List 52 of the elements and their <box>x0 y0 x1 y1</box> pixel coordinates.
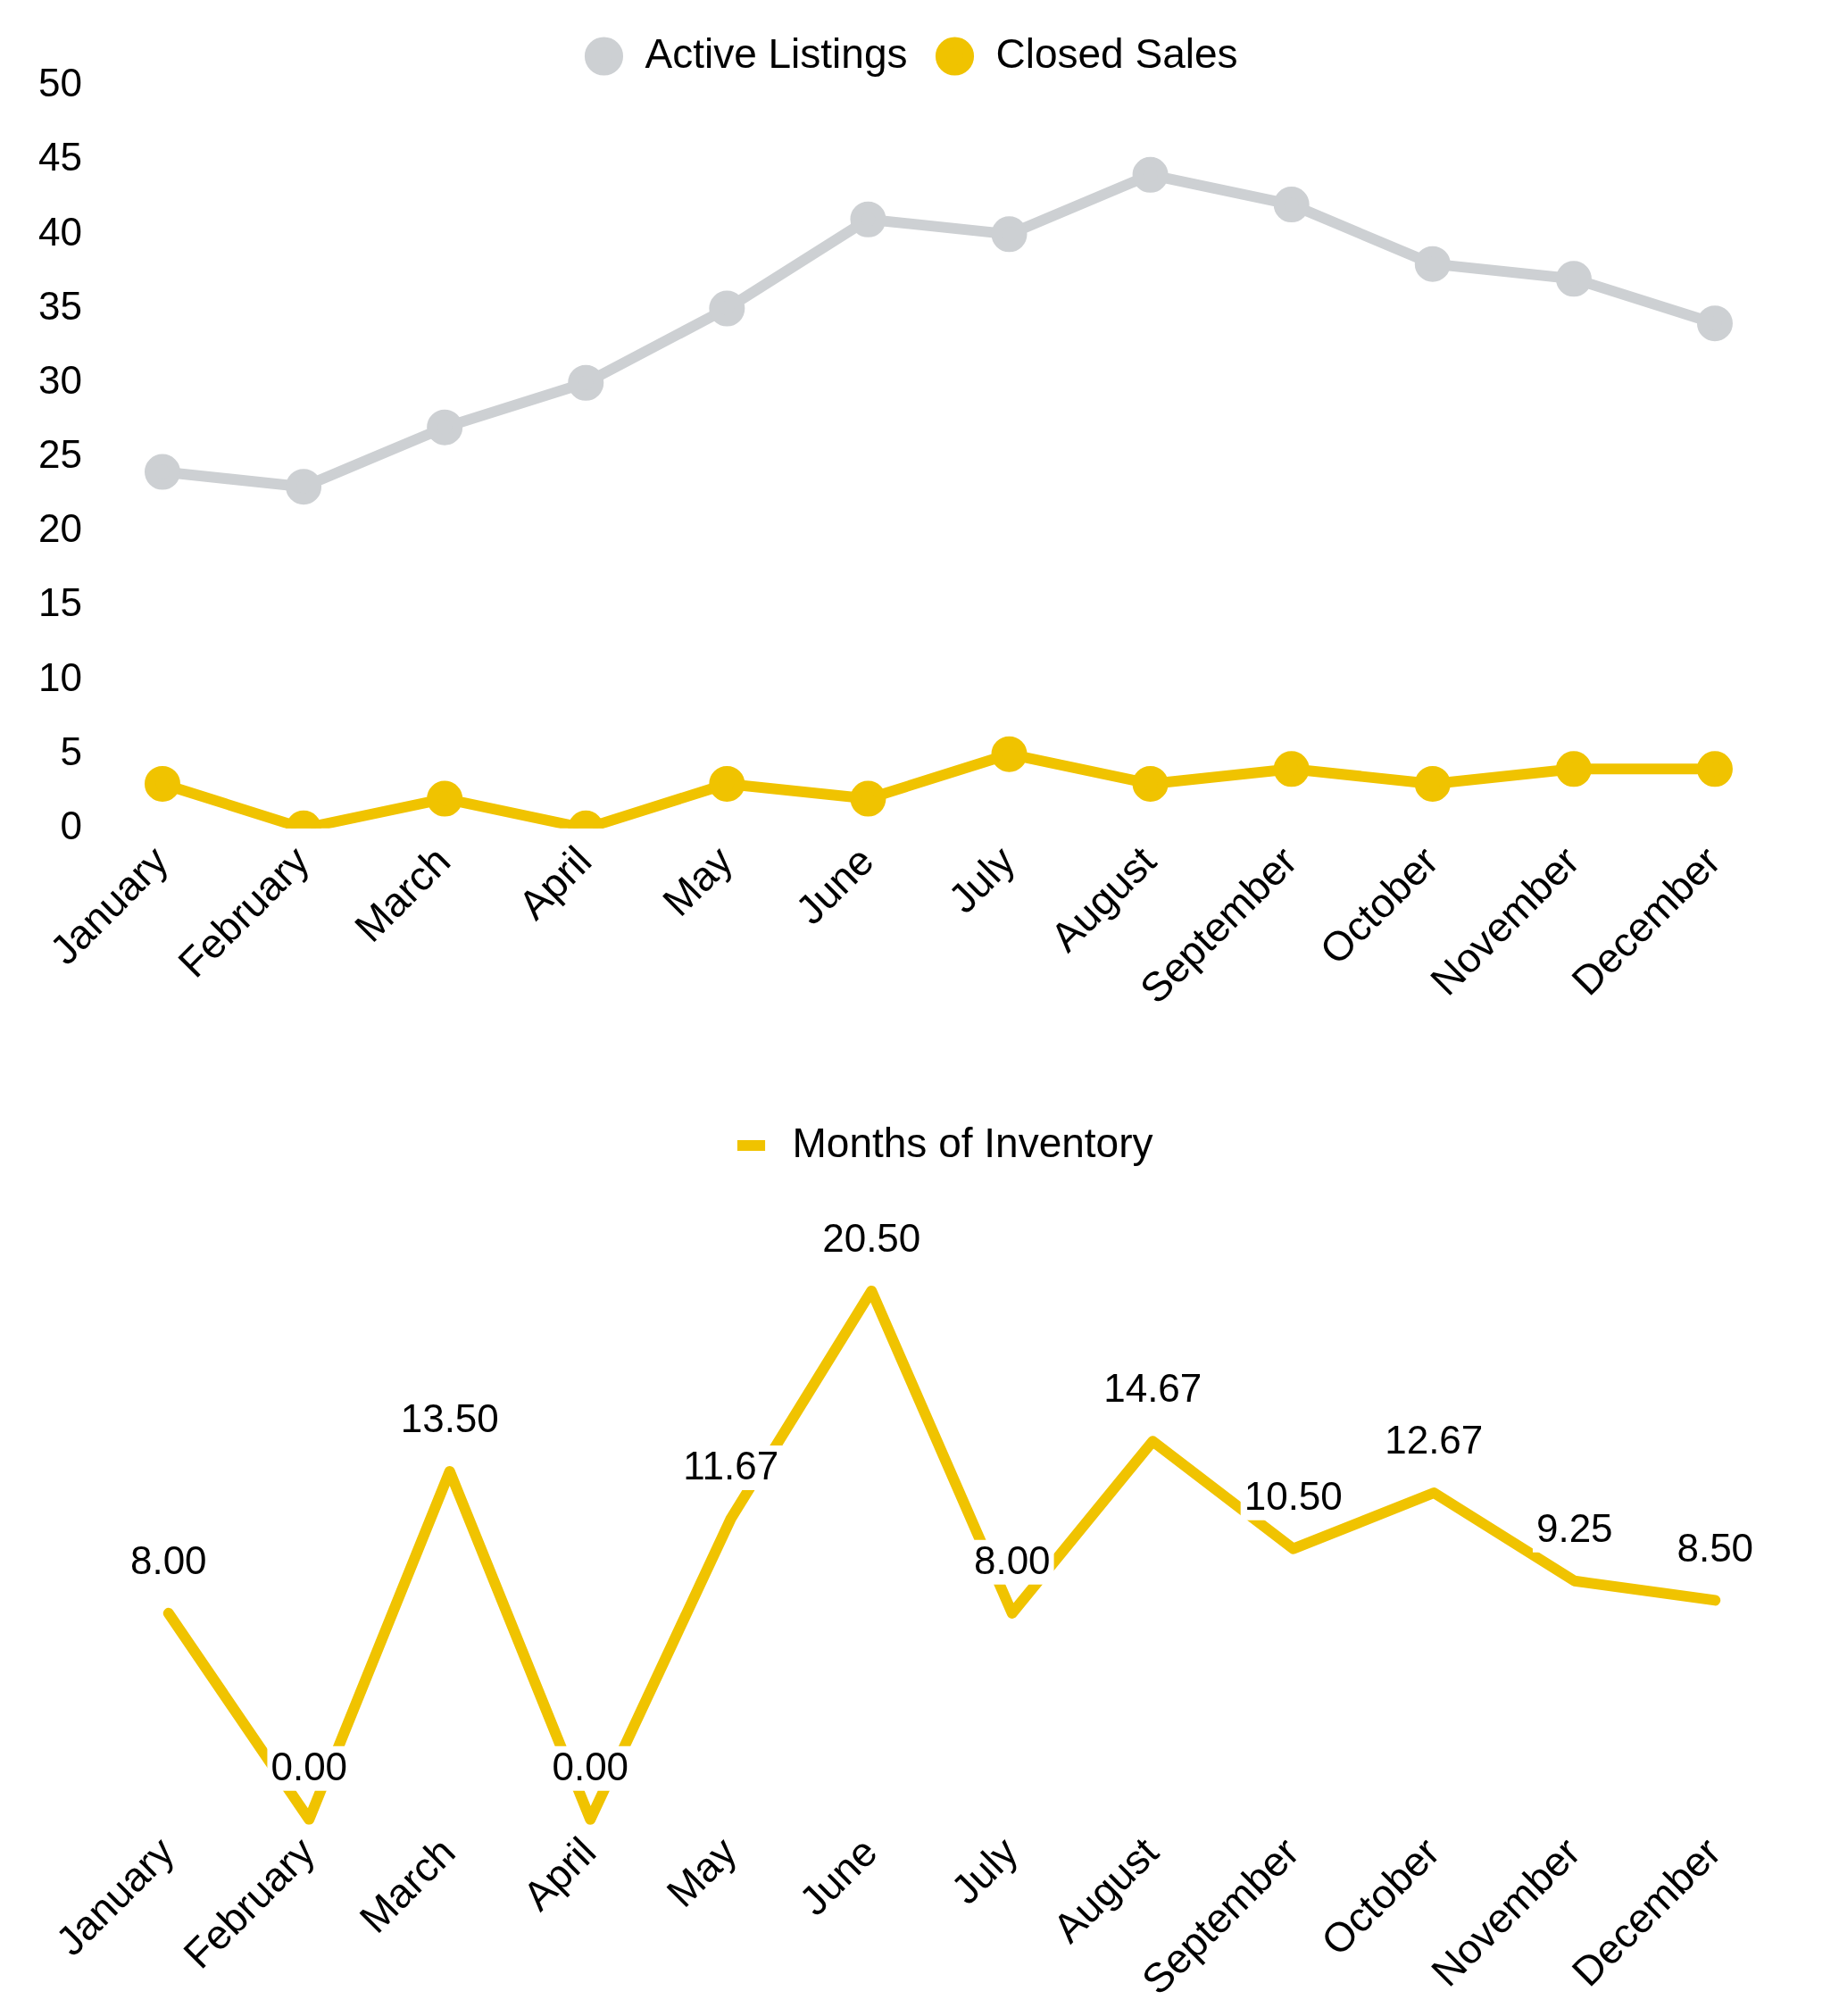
data-label: 14.67 <box>1103 1366 1202 1411</box>
legend-label: Months of Inventory <box>792 1119 1153 1166</box>
y-tick-label: 35 <box>37 283 82 328</box>
y-tick-label: 40 <box>37 209 82 254</box>
point <box>144 765 180 802</box>
y-tick-label: 15 <box>37 580 82 625</box>
point <box>709 765 745 802</box>
point <box>144 454 180 490</box>
point <box>1696 751 1733 787</box>
data-label: 0.00 <box>552 1745 629 1788</box>
y-tick-label: 20 <box>37 506 82 551</box>
point <box>1696 305 1733 342</box>
point <box>1132 156 1169 193</box>
data-label: 11.67 <box>683 1444 779 1488</box>
legend-label: Closed Sales <box>995 29 1238 77</box>
data-label: 8.00 <box>129 1538 207 1582</box>
point <box>709 290 745 327</box>
y-tick-label: 25 <box>37 432 82 477</box>
data-label: 13.50 <box>400 1396 499 1441</box>
y-tick-label: 45 <box>37 135 82 179</box>
point <box>1414 765 1451 802</box>
x-tick-label: July <box>942 1828 1027 1913</box>
point <box>1132 765 1169 802</box>
data-label: 0.00 <box>270 1745 348 1788</box>
point <box>850 201 886 237</box>
data-label: 12.67 <box>1385 1418 1484 1462</box>
y-tick-label: 30 <box>37 357 82 402</box>
point <box>568 364 604 401</box>
point <box>991 736 1028 772</box>
point <box>286 469 322 505</box>
y-tick-label: 50 <box>37 61 82 105</box>
point <box>427 409 463 446</box>
point <box>427 780 463 817</box>
legend-label: Active Listings <box>645 29 908 77</box>
point <box>1273 751 1310 787</box>
y-tick-label: 10 <box>37 654 82 699</box>
point <box>1414 246 1451 282</box>
point <box>850 780 886 817</box>
x-tick-label: May <box>657 1828 745 1916</box>
x-tick-label: May <box>653 837 742 925</box>
point <box>1555 261 1592 297</box>
data-label: 9.25 <box>1535 1505 1613 1550</box>
data-label: 10.50 <box>1244 1473 1343 1518</box>
x-tick-label: July <box>938 837 1024 922</box>
data-label: 8.00 <box>973 1538 1051 1582</box>
point <box>1273 187 1310 223</box>
data-label: 8.50 <box>1677 1525 1754 1570</box>
point <box>991 216 1028 253</box>
point <box>1555 751 1592 787</box>
data-label: 20.50 <box>822 1216 921 1261</box>
y-tick-label: 5 <box>60 729 82 773</box>
y-tick-label: 0 <box>60 804 82 847</box>
